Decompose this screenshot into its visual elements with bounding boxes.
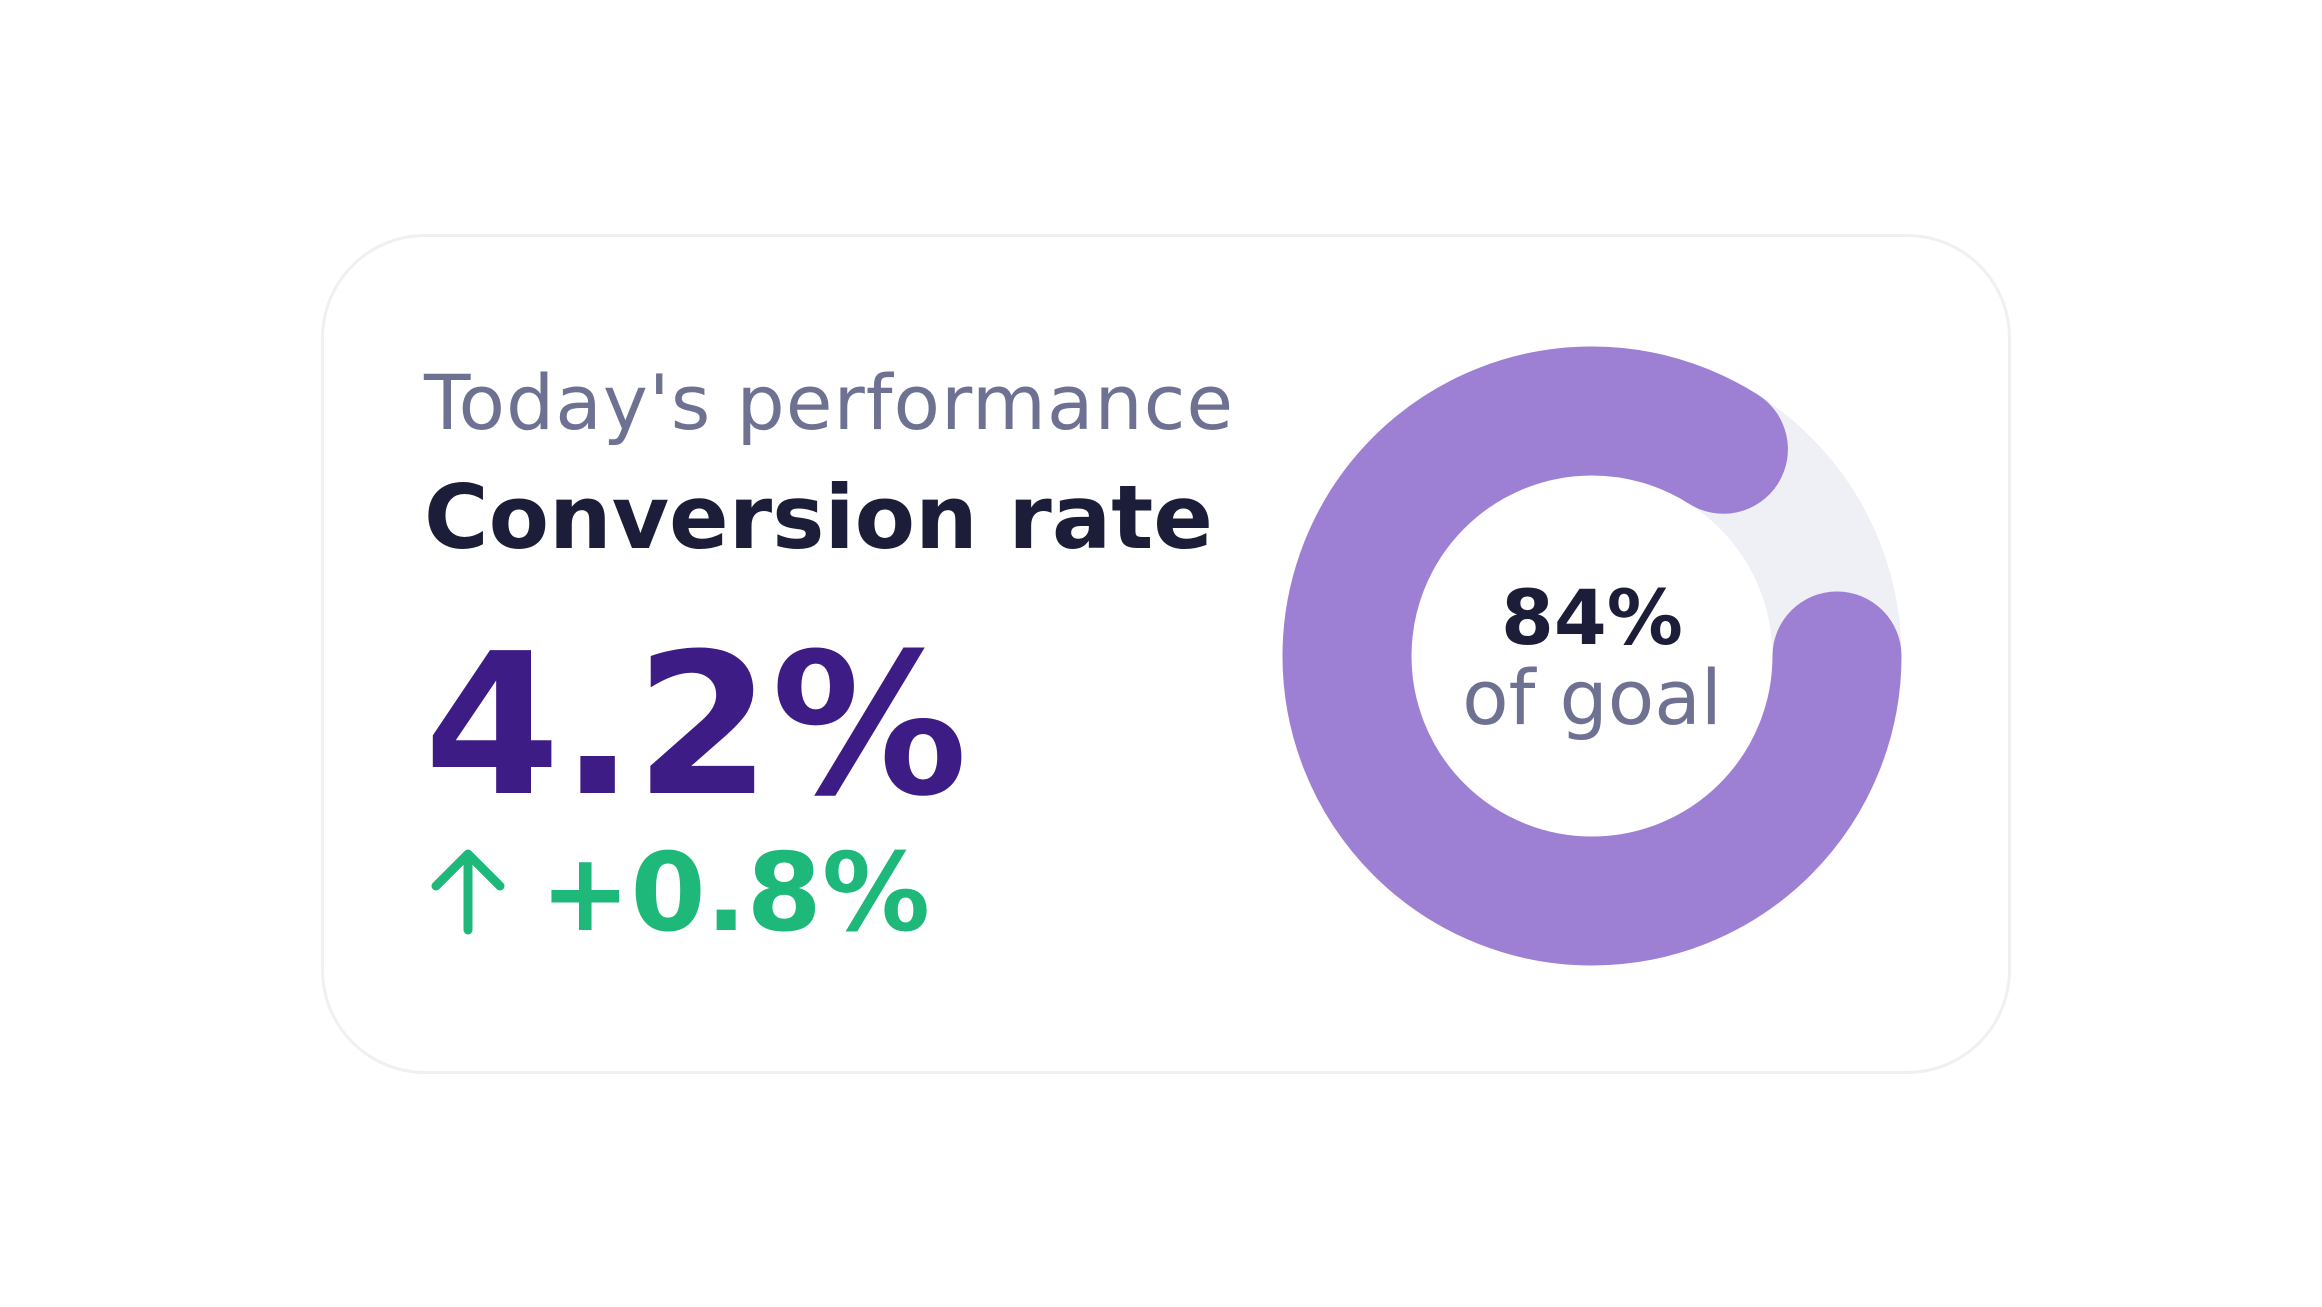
gauge-caption: of goal xyxy=(1462,653,1722,742)
kpi-card xyxy=(321,234,2011,1074)
up-arrow-icon xyxy=(431,849,505,935)
card-title: Conversion rate xyxy=(424,466,1213,569)
kpi-change: +0.8% xyxy=(540,831,931,956)
kpi-value: 4.2% xyxy=(424,612,968,840)
gauge-value-label: 84% xyxy=(1501,573,1683,662)
card-subtitle: Today's performance xyxy=(424,358,1235,447)
gauge-arc xyxy=(1282,346,1902,966)
goal-gauge xyxy=(1282,346,1902,966)
